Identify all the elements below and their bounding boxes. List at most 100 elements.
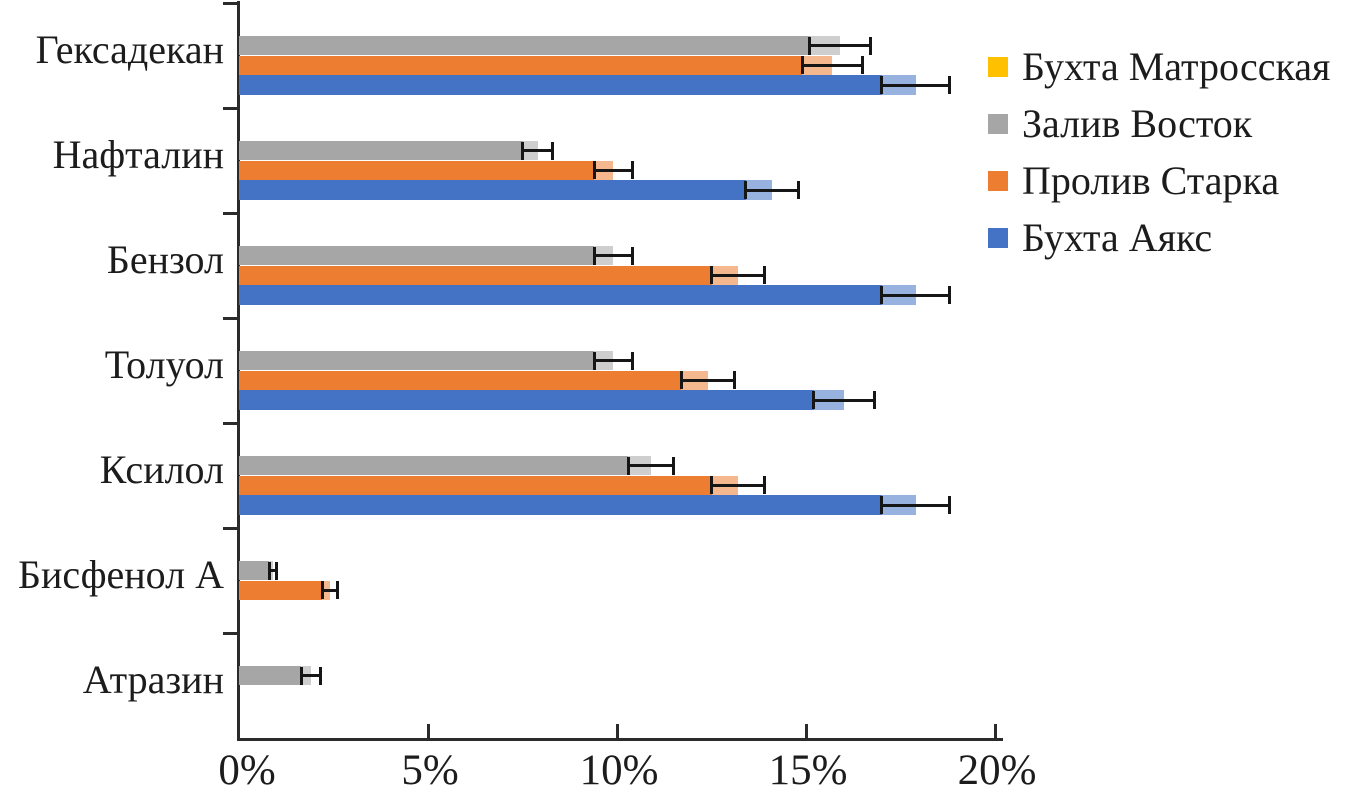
x-axis-tick bbox=[804, 724, 808, 738]
x-tick-label: 0% bbox=[218, 747, 276, 794]
error-bar-line bbox=[802, 63, 863, 67]
bar-fill bbox=[239, 475, 712, 496]
x-tick-label: 10% bbox=[579, 747, 659, 794]
bar-fill bbox=[239, 75, 882, 95]
bar-fill bbox=[239, 580, 323, 601]
x-axis-tick bbox=[615, 724, 619, 738]
error-bar-cap-left bbox=[812, 391, 816, 410]
error-bar-cap-right bbox=[630, 246, 634, 265]
bar-fill bbox=[239, 55, 803, 76]
y-axis-tick bbox=[223, 106, 239, 110]
error-bar-cap-right bbox=[762, 266, 766, 285]
legend-item: Бухта Матросская bbox=[988, 45, 1330, 89]
error-bar-line bbox=[881, 293, 950, 297]
legend-swatch bbox=[988, 57, 1008, 77]
category-label: Толуол bbox=[104, 341, 224, 387]
error-bar-line bbox=[322, 588, 338, 592]
x-axis bbox=[237, 738, 1003, 741]
error-bar-cap-right bbox=[796, 181, 800, 200]
category-label: Нафталин bbox=[52, 131, 224, 177]
bar-2-2 bbox=[239, 140, 538, 161]
error-bar-line bbox=[881, 503, 950, 507]
bar-fill bbox=[239, 560, 270, 581]
legend-label: Пролив Старка bbox=[1022, 158, 1280, 203]
error-bar-line bbox=[522, 149, 553, 153]
error-bar-line bbox=[711, 483, 765, 487]
legend-swatch bbox=[988, 114, 1008, 134]
x-axis-tick bbox=[993, 724, 997, 738]
error-bar-cap-right bbox=[318, 666, 322, 685]
error-bar-cap-right bbox=[732, 371, 736, 390]
error-bar-cap-left bbox=[299, 666, 303, 685]
legend-label: Бухта Матросская bbox=[1022, 44, 1331, 89]
error-bar-line bbox=[813, 398, 875, 402]
legend-label: Бухта Аякс bbox=[1022, 215, 1213, 260]
error-bar-cap-left bbox=[626, 456, 630, 475]
error-bar-cap-left bbox=[710, 266, 713, 285]
bar-fill bbox=[239, 245, 595, 266]
bar-4-3 bbox=[239, 285, 916, 305]
error-bar-cap-right bbox=[948, 76, 952, 95]
bar-4-5 bbox=[239, 495, 916, 515]
bar-fill bbox=[239, 495, 882, 515]
error-bar-line bbox=[881, 83, 950, 87]
y-axis-tick bbox=[223, 1, 239, 5]
error-bar-line bbox=[594, 359, 633, 363]
bar-3-4 bbox=[239, 370, 708, 391]
legend-item: Залив Восток bbox=[988, 102, 1252, 146]
bar-fill bbox=[239, 285, 882, 305]
error-bar-cap-left bbox=[880, 76, 884, 95]
error-bar-cap-left bbox=[744, 181, 748, 200]
bar-fill bbox=[239, 390, 814, 410]
error-bar-cap-right bbox=[551, 141, 555, 160]
category-label: Бензол bbox=[106, 236, 224, 282]
bar-3-5 bbox=[239, 475, 738, 496]
bar-4-4 bbox=[239, 390, 844, 410]
error-bar-line bbox=[269, 569, 277, 573]
y-axis-tick bbox=[223, 631, 239, 635]
error-bar-cap-left bbox=[679, 371, 683, 390]
bar-fill bbox=[239, 265, 712, 286]
error-bar-cap-right bbox=[868, 36, 872, 55]
x-tick-label: 20% bbox=[957, 747, 1037, 794]
error-bar-cap-left bbox=[592, 161, 596, 180]
category-label: Ксилол bbox=[99, 446, 224, 492]
y-axis-tick bbox=[223, 526, 239, 530]
bar-4-2 bbox=[239, 180, 772, 200]
error-bar-cap-left bbox=[880, 286, 884, 305]
bar-3-2 bbox=[239, 160, 614, 181]
error-bar-cap-left bbox=[808, 36, 812, 55]
category-label: Гексадекан bbox=[35, 26, 224, 72]
error-bar-cap-left bbox=[880, 496, 884, 515]
error-bar-line bbox=[594, 254, 633, 258]
error-bar-cap-right bbox=[872, 391, 876, 410]
bar-fill bbox=[239, 350, 595, 371]
legend-item: Пролив Старка bbox=[988, 159, 1279, 203]
bar-2-5 bbox=[239, 455, 652, 476]
error-bar-cap-left bbox=[267, 561, 271, 580]
legend-swatch bbox=[988, 228, 1008, 248]
bar-fill bbox=[239, 370, 682, 391]
error-bar-line bbox=[301, 674, 321, 678]
bar-fill bbox=[239, 665, 302, 686]
x-tick-label: 15% bbox=[768, 747, 848, 794]
y-axis bbox=[237, 1, 240, 741]
y-axis-tick bbox=[223, 316, 239, 320]
legend-swatch bbox=[988, 171, 1008, 191]
bar-3-3 bbox=[239, 265, 738, 286]
bar-2-4 bbox=[239, 350, 614, 371]
error-bar-line bbox=[745, 188, 799, 192]
error-bar-cap-left bbox=[800, 56, 804, 75]
bar-fill bbox=[239, 455, 629, 476]
bar-3-1 bbox=[239, 55, 833, 76]
error-bar-line bbox=[681, 378, 735, 382]
error-bar-line bbox=[594, 168, 633, 172]
error-bar-line bbox=[711, 273, 765, 277]
bar-2-3 bbox=[239, 245, 614, 266]
error-bar-cap-left bbox=[592, 246, 596, 265]
error-bar-cap-right bbox=[630, 351, 634, 370]
error-bar-cap-right bbox=[335, 581, 339, 600]
x-axis-tick bbox=[426, 724, 430, 738]
error-bar-cap-right bbox=[630, 161, 634, 180]
bar-2-6 bbox=[239, 560, 274, 581]
